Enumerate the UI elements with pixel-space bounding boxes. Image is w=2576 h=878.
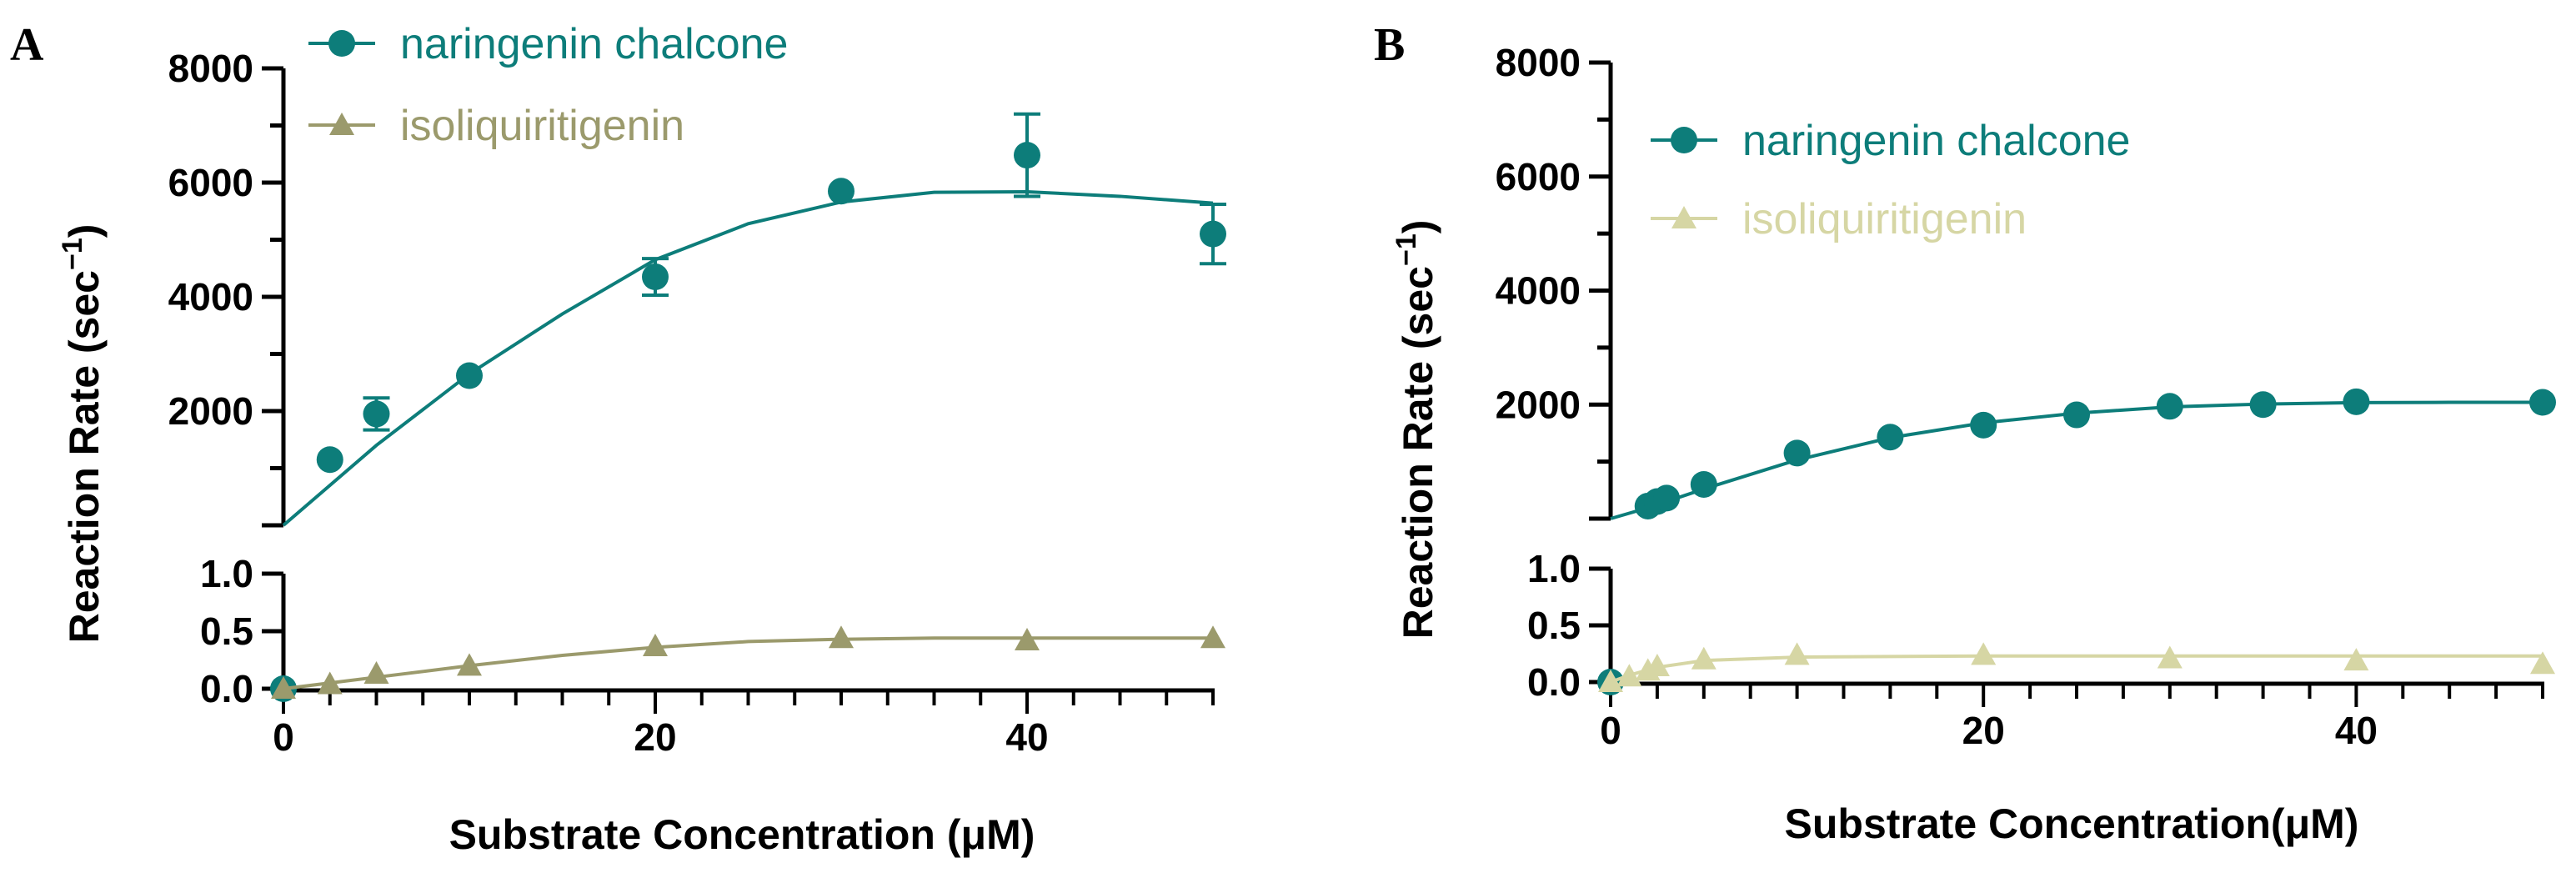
data-point-naringenin [1970,411,1997,439]
lower-y-tick-label: 0.0 [1527,660,1581,704]
upper-y-tick-label: 6000 [168,161,253,204]
legend-marker-triangle [1671,206,1696,228]
upper-y-tick-label: 6000 [1496,155,1581,198]
x-tick-label: 40 [1005,715,1048,759]
data-point-isoliquiritigenin [457,653,482,676]
data-point-isoliquiritigenin [1598,670,1623,692]
legend-label: naringenin chalcone [1742,117,2130,165]
legend-label: isoliquiritigenin [400,102,684,150]
data-point-naringenin [316,446,343,474]
data-point-naringenin [363,400,390,428]
x-tick-label: 0 [273,715,294,759]
lower-y-tick-label: 1.0 [200,552,253,595]
data-point-naringenin [828,178,854,205]
lower-y-tick-label: 0.5 [1527,604,1581,647]
panel-letter: B [1374,19,1405,71]
panel-a: A 2000 4000 6000 8000 0.0 0.5 1.0 0 20 40 Substrate… [10,19,1226,858]
data-point-isoliquiritigenin [2530,651,2555,675]
panel-b: B 2000 4000 6000 8000 0.0 0.5 1.0 0 20 40 Substrate… [1374,19,2556,847]
upper-y-tick-label: 8000 [1496,41,1581,84]
data-point-naringenin [1783,439,1811,467]
y-axis-title-close: ) [61,224,108,238]
legend-marker-triangle [329,113,354,135]
x-tick-label: 20 [634,715,676,759]
data-point-naringenin [2529,389,2556,416]
x-axis-title: Substrate Concentration (μM) [449,811,1035,858]
y-axis-title-main: Reaction Rate (sec [61,270,108,643]
lower-y-tick-label: 0.0 [200,667,253,710]
legend-label: naringenin chalcone [400,20,788,68]
data-point-isoliquiritigenin [1971,642,1997,665]
upper-y-tick-label: 2000 [1496,383,1581,426]
x-tick-label: 40 [2335,709,2378,752]
data-point-naringenin [1690,470,1717,498]
data-point-isoliquiritigenin [363,661,389,685]
x-tick-label: 20 [1962,709,2005,752]
legend-label: isoliquiritigenin [1742,195,2027,243]
y-axis-title-close: ) [1395,220,1441,234]
upper-y-tick-label: 8000 [168,47,253,90]
panel-letter: A [10,19,44,71]
data-point-isoliquiritigenin [1784,642,1810,665]
data-point-isoliquiritigenin [829,625,854,649]
fit-curve-isoliquiritigenin [283,636,1213,690]
data-point-naringenin [2343,388,2370,415]
data-point-isoliquiritigenin [2157,645,2183,669]
y-axis-title-main: Reaction Rate (sec [1395,266,1441,639]
data-point-naringenin [1653,484,1681,512]
data-point-isoliquiritigenin [2343,648,2369,671]
data-point-isoliquiritigenin [1644,653,1670,676]
x-tick-label: 0 [1600,709,1621,752]
x-axis-title: Substrate Concentration(μM) [1785,800,2359,847]
data-point-isoliquiritigenin [271,676,296,699]
data-point-naringenin [2156,393,2183,420]
data-point-naringenin [1200,220,1226,248]
data-point-isoliquiritigenin [1616,664,1642,687]
data-point-isoliquiritigenin [317,671,343,695]
y-axis-title: Reaction Rate (sec−1) [1391,220,1441,640]
upper-y-tick-label: 4000 [168,275,253,319]
fit-curve-isoliquiritigenin [1610,654,2543,684]
data-point-naringenin [642,263,669,291]
data-point-isoliquiritigenin [1691,646,1716,670]
data-point-naringenin [2063,401,2090,429]
data-point-naringenin [456,362,483,389]
lower-y-tick-label: 1.0 [1527,547,1581,590]
lower-y-tick-label: 0.5 [200,610,253,653]
data-point-naringenin [1877,424,1904,451]
upper-y-tick-label: 4000 [1496,269,1581,313]
data-point-naringenin [1014,142,1040,169]
y-axis-title-superscript: −1 [1391,233,1422,266]
data-point-isoliquiritigenin [1200,625,1225,649]
data-point-isoliquiritigenin [643,633,668,656]
legend-marker-circle [1671,127,1697,153]
data-point-naringenin [2249,391,2277,419]
data-point-isoliquiritigenin [1015,628,1040,651]
y-axis-title-superscript: −1 [57,238,88,270]
fit-curve-naringenin [282,189,1214,527]
legend-marker-circle [328,30,355,57]
y-axis-title: Reaction Rate (sec−1) [57,224,108,644]
upper-y-tick-label: 2000 [168,389,253,433]
